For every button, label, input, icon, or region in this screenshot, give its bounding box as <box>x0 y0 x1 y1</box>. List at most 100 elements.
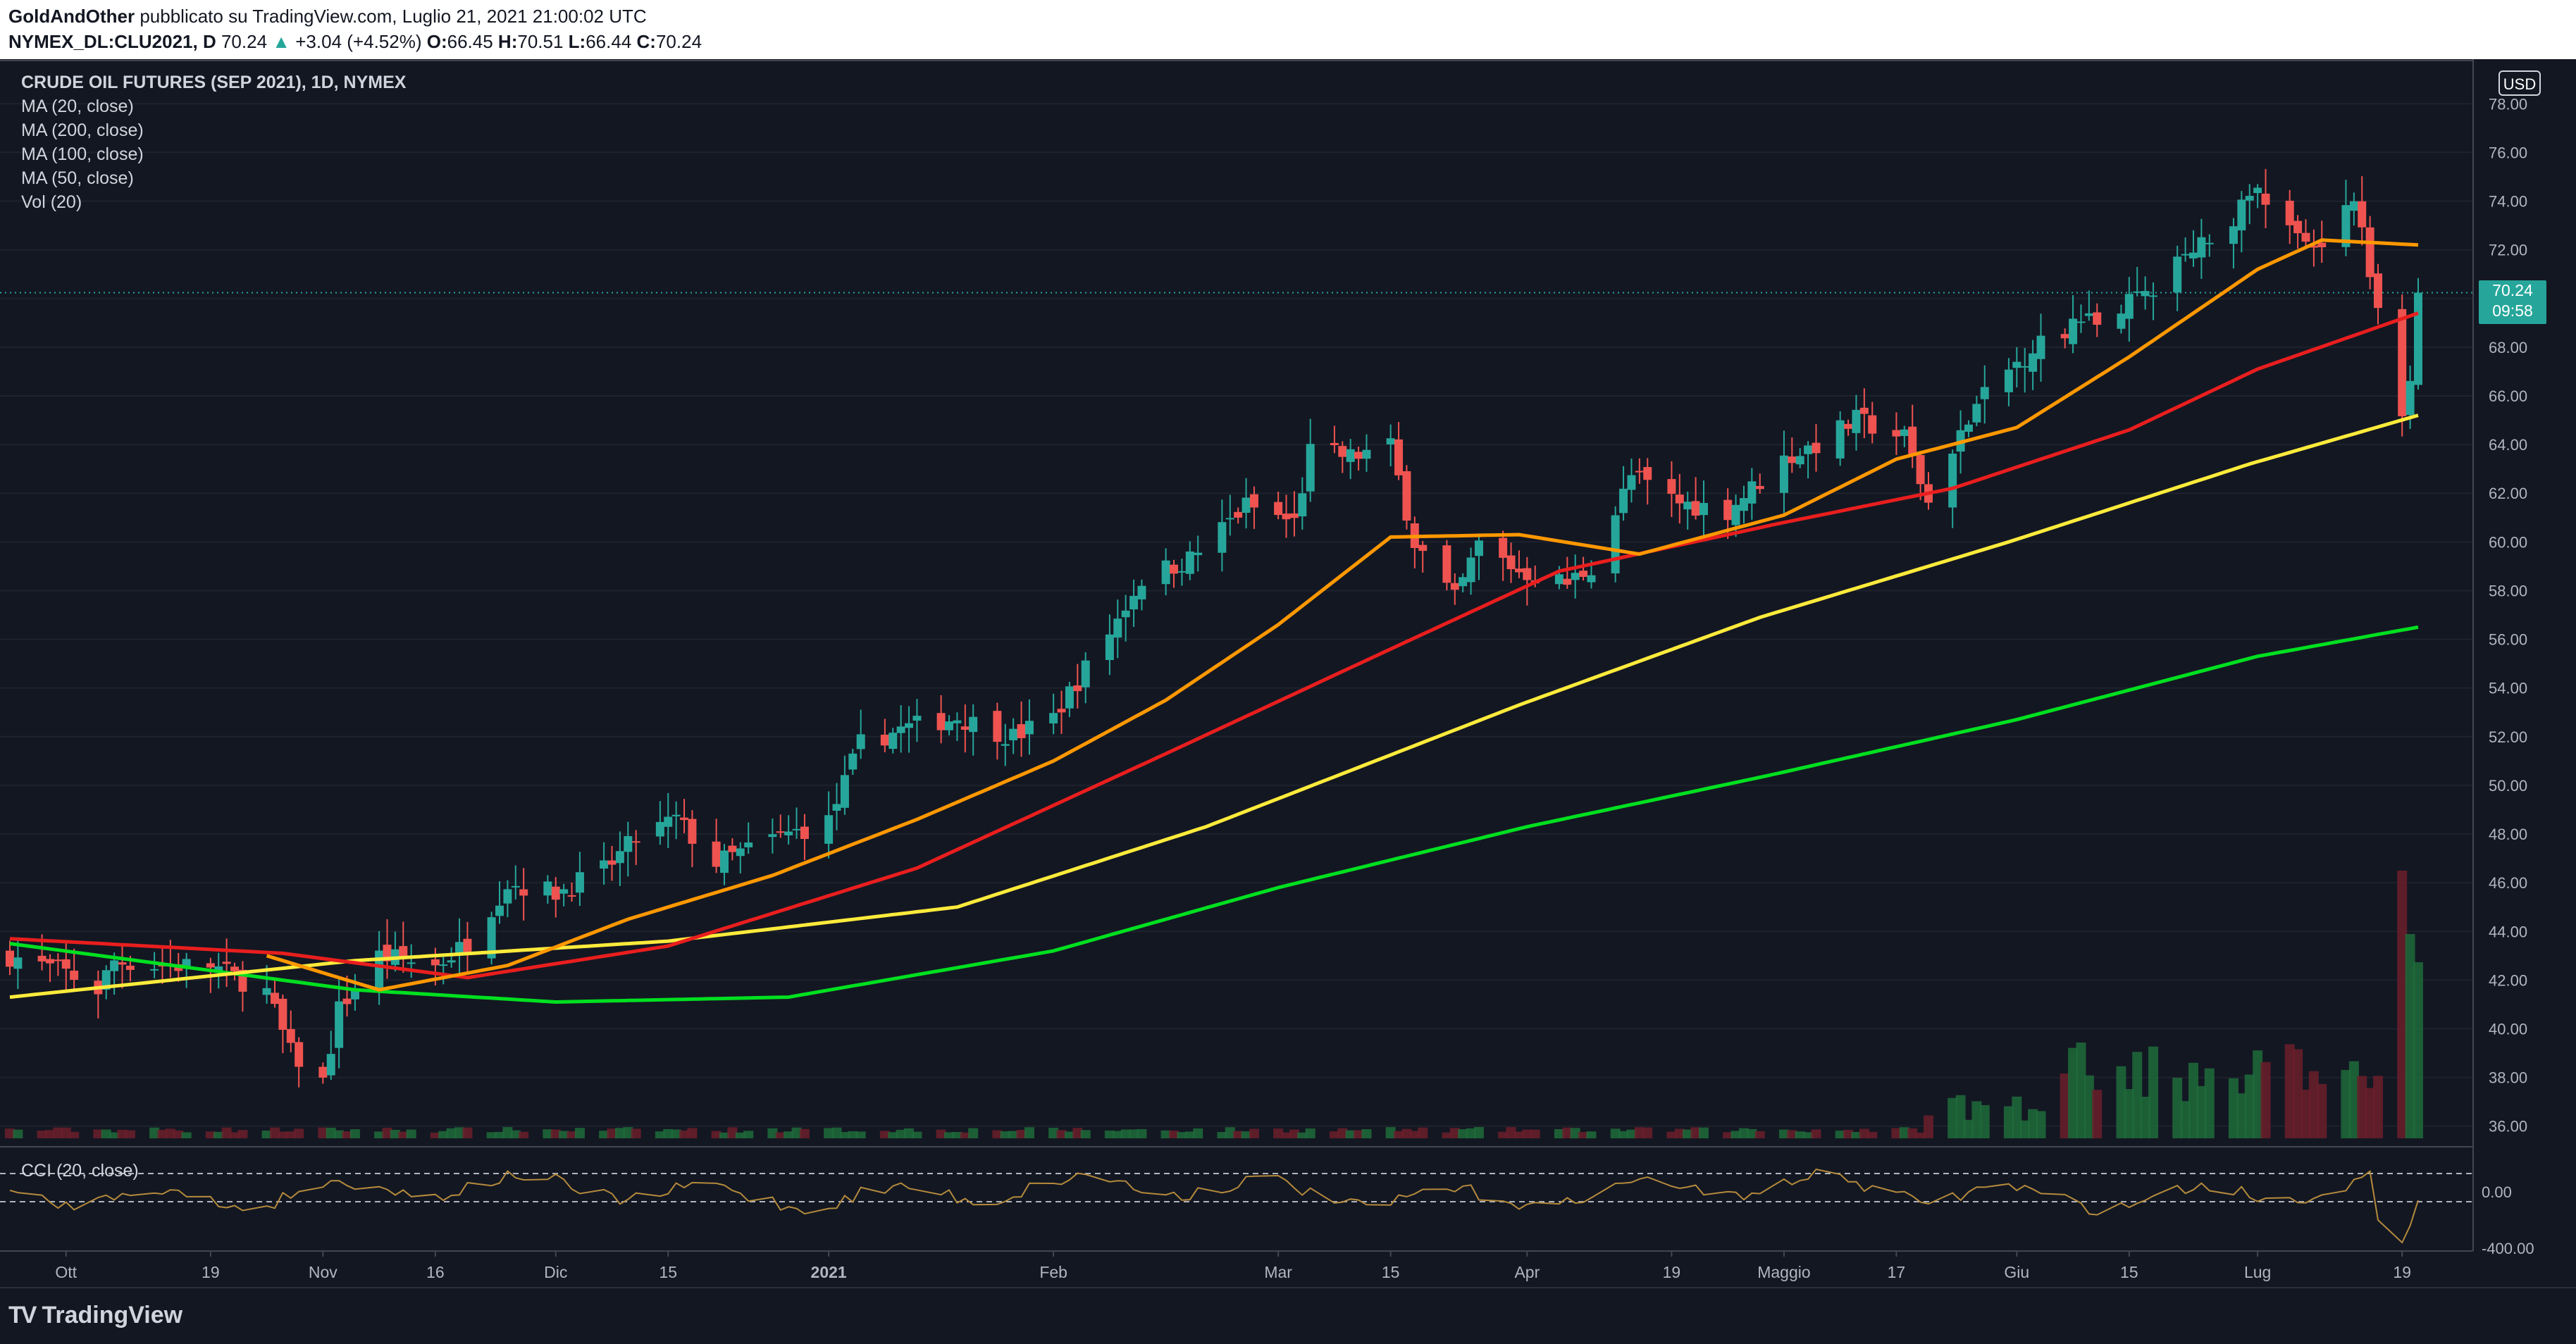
candle-body[interactable] <box>1394 439 1404 475</box>
candle-body[interactable] <box>712 841 721 867</box>
time-tick-label[interactable]: Maggio <box>1757 1263 1810 1281</box>
candle-body[interactable] <box>431 959 440 966</box>
candle-body[interactable] <box>1354 452 1363 459</box>
candle-body[interactable] <box>905 723 914 728</box>
candle-body[interactable] <box>2173 256 2182 293</box>
legend-ma100[interactable]: MA (100, close) <box>21 144 144 164</box>
candle-body[interactable] <box>551 886 560 900</box>
candle-body[interactable] <box>2261 193 2270 205</box>
candle-body[interactable] <box>936 713 946 730</box>
candle-body[interactable] <box>2205 242 2214 244</box>
candle-body[interactable] <box>1731 504 1740 525</box>
candle-body[interactable] <box>800 826 809 840</box>
candle-body[interactable] <box>1788 456 1797 463</box>
candle-body[interactable] <box>1916 455 1925 485</box>
candle-body[interactable] <box>2374 273 2383 309</box>
candle-body[interactable] <box>1386 438 1395 444</box>
candle-body[interactable] <box>559 889 569 894</box>
candle-body[interactable] <box>1699 503 1708 516</box>
candle-body[interactable] <box>54 959 63 962</box>
candle-body[interactable] <box>1892 430 1901 437</box>
candle-body[interactable] <box>6 950 14 967</box>
candle-body[interactable] <box>295 1042 304 1067</box>
candle-body[interactable] <box>2285 200 2294 225</box>
candle-body[interactable] <box>1282 514 1291 520</box>
time-tick-label[interactable]: 15 <box>659 1263 677 1281</box>
price-tick-label[interactable]: 62.00 <box>2489 485 2527 502</box>
time-tick-label[interactable]: Lug <box>2244 1263 2271 1281</box>
legend-ma20[interactable]: MA (20, close) <box>21 97 134 116</box>
price-tick-label[interactable]: 74.00 <box>2489 193 2527 211</box>
candle-body[interactable] <box>519 889 528 896</box>
candle-body[interactable] <box>1442 545 1451 583</box>
candle-body[interactable] <box>1948 453 1957 508</box>
candle-body[interactable] <box>1073 685 1082 692</box>
candle-body[interactable] <box>230 966 240 971</box>
candle-body[interactable] <box>45 959 54 964</box>
candle-body[interactable] <box>2398 309 2407 416</box>
time-tick-label[interactable]: 16 <box>426 1263 445 1281</box>
time-tick-label[interactable]: Feb <box>1039 1263 1067 1281</box>
candle-body[interactable] <box>2405 380 2415 416</box>
candle-body[interactable] <box>1675 494 1684 504</box>
price-tick-label[interactable]: 48.00 <box>2489 826 2527 843</box>
candle-body[interactable] <box>2414 292 2422 385</box>
candle-body[interactable] <box>768 834 777 838</box>
candle-body[interactable] <box>2317 242 2327 248</box>
candle-body[interactable] <box>1249 494 1258 508</box>
candle-body[interactable] <box>2029 353 2038 372</box>
candle-body[interactable] <box>655 821 664 837</box>
candle-body[interactable] <box>1289 513 1299 518</box>
candle-body[interactable] <box>118 962 127 965</box>
price-tick-label[interactable]: 78.00 <box>2489 95 2527 113</box>
candle-body[interactable] <box>1225 518 1234 520</box>
candle-body[interactable] <box>1170 564 1179 574</box>
candle-body[interactable] <box>1137 585 1146 599</box>
candle-body[interactable] <box>1900 429 1909 436</box>
candle-body[interactable] <box>1571 573 1580 580</box>
candle-body[interactable] <box>1450 583 1459 590</box>
candle-body[interactable] <box>1017 724 1026 738</box>
candle-body[interactable] <box>1049 713 1058 724</box>
price-tick-label[interactable]: 50.00 <box>2489 777 2527 795</box>
candle-body[interactable] <box>624 835 633 852</box>
candle-body[interactable] <box>1619 488 1628 514</box>
candle-body[interactable] <box>2117 313 2126 329</box>
price-tick-label[interactable]: 64.00 <box>2489 436 2527 454</box>
cci-tick-label[interactable]: 0.00 <box>2482 1183 2512 1201</box>
candle-body[interactable] <box>2253 187 2262 194</box>
candle-body[interactable] <box>61 959 70 969</box>
candle-body[interactable] <box>1611 515 1620 573</box>
candle-body[interactable] <box>1667 479 1676 494</box>
candle-body[interactable] <box>1499 537 1508 558</box>
time-tick-label[interactable]: Giu <box>2004 1263 2029 1281</box>
candle-body[interactable] <box>1514 568 1523 573</box>
candle-body[interactable] <box>2229 226 2238 244</box>
candle-body[interactable] <box>182 959 191 966</box>
price-tick-label[interactable]: 76.00 <box>2489 144 2527 161</box>
time-tick-label[interactable]: Nov <box>309 1263 338 1281</box>
candle-body[interactable] <box>896 726 905 733</box>
candle-body[interactable] <box>720 850 729 873</box>
candle-body[interactable] <box>1234 511 1243 518</box>
candle-body[interactable] <box>1747 481 1757 504</box>
candle-body[interactable] <box>993 711 1002 742</box>
candle-body[interactable] <box>1346 449 1355 462</box>
candle-body[interactable] <box>1804 445 1813 454</box>
candle-body[interactable] <box>318 1066 328 1078</box>
candle-body[interactable] <box>407 962 416 964</box>
time-tick-label[interactable]: 15 <box>1382 1263 1400 1281</box>
candle-body[interactable] <box>631 841 640 843</box>
candle-body[interactable] <box>2309 245 2318 248</box>
candle-body[interactable] <box>1402 471 1411 521</box>
candle-body[interactable] <box>1274 502 1283 516</box>
candle-body[interactable] <box>1009 728 1018 740</box>
candle-body[interactable] <box>286 1028 295 1043</box>
candle-body[interactable] <box>1113 618 1122 638</box>
candle-body[interactable] <box>1972 404 1981 423</box>
legend-ma50[interactable]: MA (50, close) <box>21 168 134 188</box>
candle-body[interactable] <box>1723 499 1733 521</box>
candle-body[interactable] <box>2069 318 2078 344</box>
candle-body[interactable] <box>600 860 609 869</box>
candle-body[interactable] <box>1057 709 1066 713</box>
